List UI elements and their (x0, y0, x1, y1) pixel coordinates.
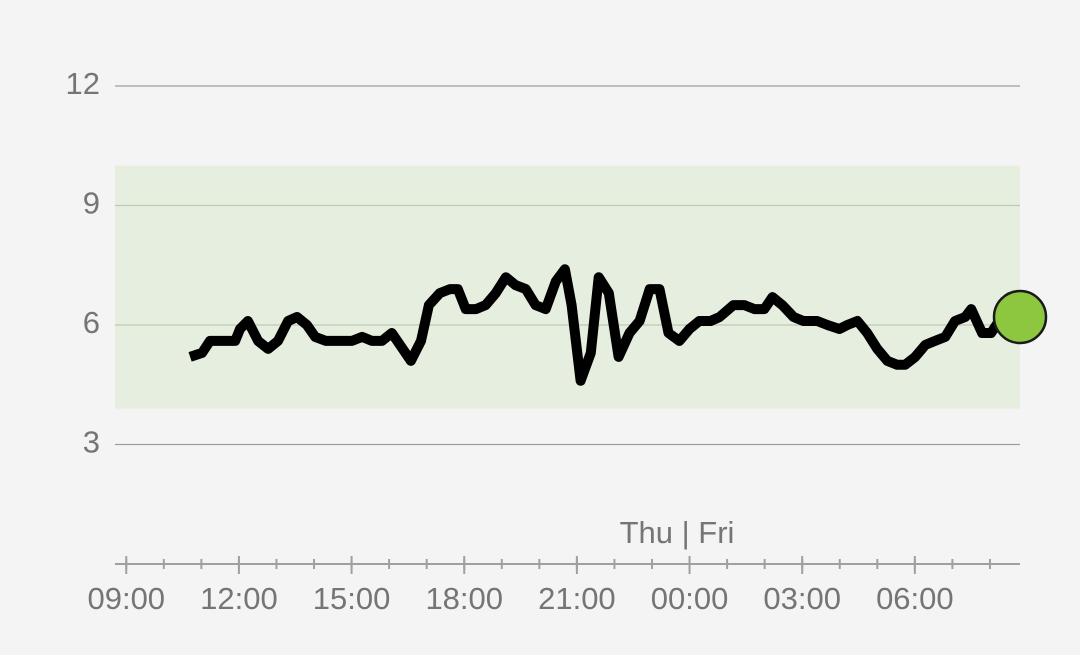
x-tick-label: 21:00 (538, 581, 616, 616)
y-tick-label: 3 (83, 425, 100, 460)
x-tick-label: 12:00 (200, 581, 278, 616)
grid-layer (115, 85, 1020, 446)
y-tick-label: 12 (66, 66, 100, 101)
x-tick-label: 06:00 (876, 581, 954, 616)
x-tick-label: 03:00 (763, 581, 841, 616)
x-tick-label: 00:00 (651, 581, 729, 616)
day-label: Thu | Fri (620, 515, 735, 550)
y-tick-label: 9 (83, 186, 100, 221)
x-tick-label: 15:00 (313, 581, 391, 616)
y-tick-label: 6 (83, 305, 100, 340)
x-tick-label: 09:00 (87, 581, 165, 616)
x-tick-label: 18:00 (425, 581, 503, 616)
current-reading (992, 289, 1048, 345)
glucose-line (188, 264, 1004, 386)
